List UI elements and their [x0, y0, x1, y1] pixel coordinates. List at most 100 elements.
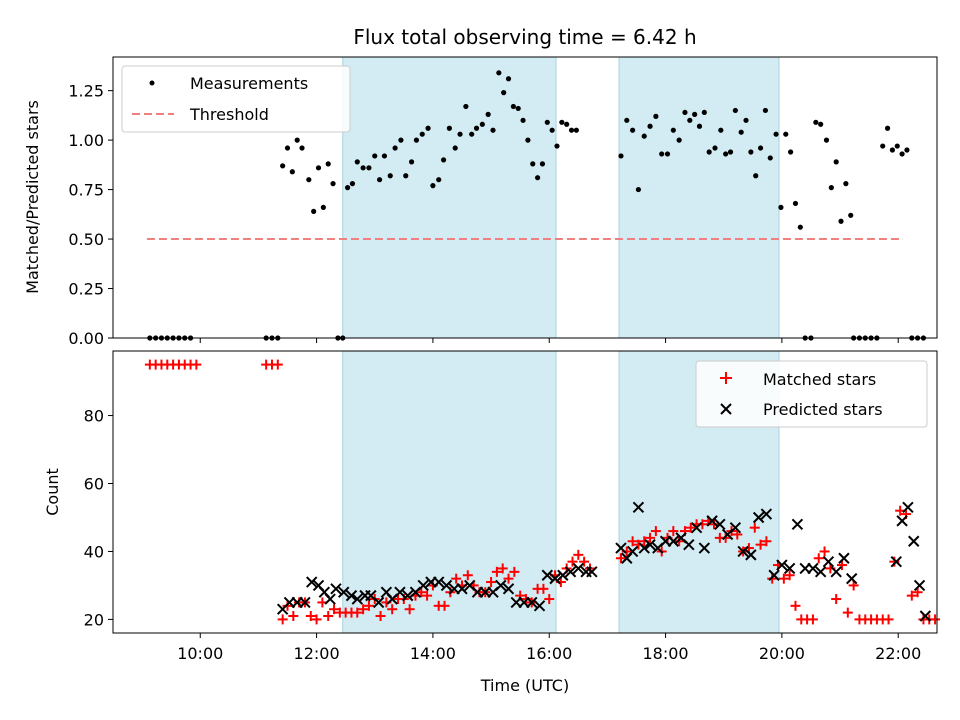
- measurement-point: [797, 224, 803, 230]
- bottom-shaded-interval-0: [342, 350, 557, 634]
- matched-star-point: [288, 611, 299, 622]
- top-y-tick-label: 0.00: [68, 329, 104, 348]
- top-legend-box: [121, 65, 351, 133]
- predicted-star-point: [632, 501, 645, 513]
- matched-star-point: [615, 553, 626, 564]
- measurement-point: [419, 131, 425, 137]
- measurement-point: [880, 143, 886, 149]
- measurement-point: [354, 159, 360, 165]
- measurement-point: [446, 125, 452, 131]
- measurement-point: [753, 173, 759, 179]
- predicted-star-point: [330, 583, 342, 595]
- matched-star-point: [848, 580, 859, 591]
- measurement-point: [306, 177, 312, 183]
- predicted-star-point: [902, 501, 914, 513]
- top-y-tick-label: 0.75: [68, 181, 104, 200]
- predicted-star-point: [698, 542, 711, 554]
- matched-star-point: [491, 566, 502, 577]
- measurement-point: [573, 127, 579, 133]
- measurement-point: [387, 173, 393, 179]
- matched-star-point: [784, 570, 795, 581]
- predicted-star-point: [729, 521, 742, 534]
- predicted-star-point: [760, 508, 773, 520]
- measurement-point: [366, 165, 372, 171]
- measurement-point: [618, 153, 624, 159]
- top-y-tick-label: 1.00: [68, 131, 104, 150]
- measurement-point: [381, 153, 388, 159]
- legend-threshold-label: Threshold: [189, 105, 269, 124]
- measurement-point: [289, 169, 295, 175]
- measurement-point: [284, 145, 291, 151]
- top-y-tick-label: 1.25: [68, 82, 104, 101]
- predicted-star-point: [807, 562, 819, 575]
- predicted-star-point: [890, 555, 902, 568]
- measurement-point: [738, 129, 744, 135]
- matched-star-point: [311, 614, 322, 625]
- measurement-point: [544, 119, 550, 125]
- predicted-star-point: [351, 593, 363, 605]
- measurement-point: [452, 145, 458, 151]
- measurement-point: [630, 127, 636, 133]
- measurement-point: [425, 125, 431, 131]
- measurement-point: [505, 76, 512, 82]
- measurement-point: [436, 177, 442, 183]
- matched-star-point: [329, 604, 340, 615]
- measurement-point: [723, 151, 729, 157]
- measurement-point: [496, 70, 502, 76]
- measurement-point: [299, 145, 305, 151]
- predicted-star-point: [626, 545, 639, 558]
- matched-star-point: [422, 590, 433, 601]
- chart-title: Flux total observing time = 6.42 h: [353, 25, 696, 49]
- bottom-y-tick-label: 40: [84, 542, 104, 561]
- x-tick-label: 20:00: [759, 644, 805, 663]
- matched-star-point: [363, 600, 374, 611]
- measurement-point: [676, 137, 682, 143]
- predicted-star-point: [913, 579, 926, 592]
- measurement-point: [403, 173, 409, 179]
- predicted-star-point: [644, 538, 656, 551]
- x-tick-label: 12:00: [294, 644, 340, 663]
- predicted-star-point: [338, 586, 350, 598]
- bottom-y-tick-label: 80: [84, 407, 104, 426]
- bottom-legend: Matched stars Predicted stars: [695, 360, 928, 428]
- matched-star-point: [323, 611, 334, 622]
- measurement-point: [280, 163, 286, 169]
- predicted-star-point: [572, 562, 585, 575]
- predicted-star-point: [822, 555, 835, 568]
- measurement-point: [687, 117, 693, 123]
- top-shaded-interval-1: [618, 56, 780, 339]
- measurement-point: [473, 125, 480, 131]
- matched-star-point: [674, 536, 685, 547]
- measurement-point: [559, 119, 565, 125]
- measurement-point: [843, 181, 849, 187]
- matched-star-point: [831, 594, 842, 605]
- measurement-point: [659, 151, 665, 157]
- matched-star-point: [930, 614, 941, 625]
- matched-star-point: [836, 560, 847, 571]
- measurement-point: [773, 131, 779, 137]
- measurement-point: [539, 161, 546, 167]
- predicted-star-point: [549, 572, 561, 585]
- predicted-star-point: [495, 579, 507, 592]
- predicted-star-point: [683, 538, 695, 551]
- predicted-star-point: [526, 596, 538, 609]
- matched-star-point: [819, 546, 830, 557]
- predicted-star-point: [440, 579, 453, 592]
- top-legend: Measurements Threshold: [121, 65, 351, 133]
- measurement-point: [490, 127, 496, 133]
- matched-star-point: [462, 570, 473, 581]
- top-y-tick-label: 0.50: [68, 230, 104, 249]
- predicted-star-point: [845, 572, 858, 585]
- matched-star-point: [486, 577, 497, 588]
- predicted-star-point: [776, 559, 788, 571]
- measurement-point: [778, 204, 784, 210]
- predicted-star-point: [896, 515, 908, 527]
- measurement-point: [635, 186, 642, 193]
- legend-measurements-marker: [149, 80, 155, 86]
- matched-star-point: [813, 553, 824, 564]
- x-tick-label: 18:00: [643, 644, 689, 663]
- predicted-star-point: [830, 566, 842, 578]
- matched-star-point: [573, 549, 584, 560]
- matched-star-point: [883, 614, 894, 625]
- measurement-point: [783, 131, 789, 137]
